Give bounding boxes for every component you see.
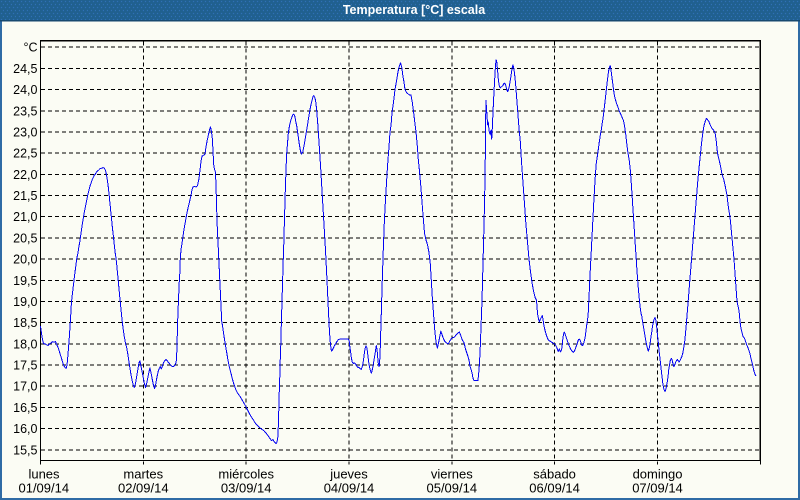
- svg-text:miércoles: miércoles: [218, 467, 274, 482]
- svg-text:24,5: 24,5: [13, 62, 37, 76]
- svg-text:16,5: 16,5: [13, 401, 37, 415]
- svg-text:sábado: sábado: [533, 467, 576, 482]
- svg-text:23,5: 23,5: [13, 104, 37, 118]
- svg-text:20,5: 20,5: [13, 231, 37, 245]
- svg-text:22,5: 22,5: [13, 147, 37, 161]
- svg-text:17,0: 17,0: [13, 380, 37, 394]
- svg-text:04/09/14: 04/09/14: [324, 481, 375, 496]
- svg-text:lunes: lunes: [28, 467, 60, 482]
- svg-text:17,5: 17,5: [13, 359, 37, 373]
- svg-text:jueves: jueves: [329, 467, 368, 482]
- svg-text:°C: °C: [23, 41, 37, 55]
- svg-text:05/09/14: 05/09/14: [426, 481, 477, 496]
- svg-text:martes: martes: [123, 467, 163, 482]
- svg-text:18,5: 18,5: [13, 316, 37, 330]
- svg-text:02/09/14: 02/09/14: [118, 481, 169, 496]
- svg-text:01/09/14: 01/09/14: [18, 481, 69, 496]
- svg-text:viernes: viernes: [431, 467, 473, 482]
- svg-text:19,5: 19,5: [13, 274, 37, 288]
- svg-text:06/09/14: 06/09/14: [529, 481, 580, 496]
- svg-text:20,0: 20,0: [13, 253, 37, 267]
- svg-text:22,0: 22,0: [13, 168, 37, 182]
- svg-text:21,0: 21,0: [13, 210, 37, 224]
- svg-text:Temperatura [°C] escala: Temperatura [°C] escala: [343, 3, 486, 17]
- svg-text:domingo: domingo: [633, 467, 683, 482]
- svg-text:19,0: 19,0: [13, 295, 37, 309]
- svg-text:23,0: 23,0: [13, 126, 37, 140]
- svg-text:03/09/14: 03/09/14: [221, 481, 272, 496]
- svg-text:07/09/14: 07/09/14: [632, 481, 683, 496]
- svg-text:18,0: 18,0: [13, 337, 37, 351]
- svg-text:15,5: 15,5: [13, 443, 37, 457]
- svg-text:16,0: 16,0: [13, 422, 37, 436]
- svg-text:21,5: 21,5: [13, 189, 37, 203]
- svg-text:24,0: 24,0: [13, 83, 37, 97]
